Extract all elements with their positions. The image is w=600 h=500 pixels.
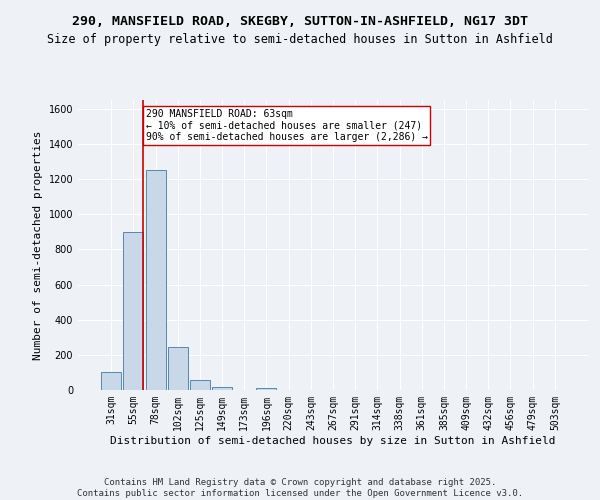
Bar	[124, 232, 143, 390]
Bar	[256, 388, 277, 390]
Text: Contains HM Land Registry data © Crown copyright and database right 2025.
Contai: Contains HM Land Registry data © Crown c…	[77, 478, 523, 498]
Y-axis label: Number of semi-detached properties: Number of semi-detached properties	[33, 130, 43, 360]
Bar	[212, 388, 232, 390]
Bar	[168, 347, 188, 390]
Text: Size of property relative to semi-detached houses in Sutton in Ashfield: Size of property relative to semi-detach…	[47, 32, 553, 46]
Text: 290, MANSFIELD ROAD, SKEGBY, SUTTON-IN-ASHFIELD, NG17 3DT: 290, MANSFIELD ROAD, SKEGBY, SUTTON-IN-A…	[72, 15, 528, 28]
Text: 290 MANSFIELD ROAD: 63sqm
← 10% of semi-detached houses are smaller (247)
90% of: 290 MANSFIELD ROAD: 63sqm ← 10% of semi-…	[146, 109, 428, 142]
Bar	[146, 170, 166, 390]
X-axis label: Distribution of semi-detached houses by size in Sutton in Ashfield: Distribution of semi-detached houses by …	[110, 436, 556, 446]
Bar	[101, 372, 121, 390]
Bar	[190, 380, 210, 390]
